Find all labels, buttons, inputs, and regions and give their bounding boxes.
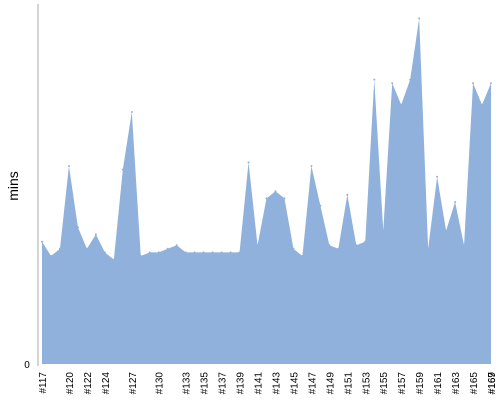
data-point	[436, 175, 439, 178]
data-point	[67, 165, 70, 167]
y-axis-title: mins	[5, 171, 21, 201]
x-tick-label: #157	[397, 372, 408, 395]
data-point	[481, 103, 484, 106]
x-tick-label: #117	[38, 372, 49, 394]
x-tick-label: #147	[307, 372, 318, 395]
data-point	[463, 244, 466, 247]
data-point	[364, 240, 367, 243]
x-tick-label: #155	[379, 372, 390, 395]
data-point	[490, 82, 492, 85]
x-tick-label: #133	[182, 372, 193, 395]
x-tick-label: #122	[83, 372, 94, 395]
x-tick-label: #151	[343, 372, 354, 395]
data-point	[202, 251, 205, 254]
data-point	[85, 247, 88, 250]
data-point	[58, 247, 61, 250]
x-tick-label: #135	[200, 372, 211, 395]
data-point	[427, 247, 430, 250]
data-point	[301, 255, 304, 257]
data-point	[130, 111, 133, 113]
data-point	[166, 247, 169, 250]
area-series-layer	[41, 17, 492, 365]
data-point	[94, 233, 97, 236]
data-point	[418, 17, 421, 20]
x-tick-label: #163	[451, 372, 462, 395]
data-point	[310, 165, 313, 167]
data-point	[382, 229, 385, 232]
data-point	[238, 251, 241, 254]
data-point	[454, 201, 457, 203]
x-tick-label: #137	[218, 372, 229, 395]
area-series	[42, 18, 491, 365]
data-point	[139, 255, 142, 257]
data-point	[409, 78, 412, 81]
data-point	[337, 247, 340, 250]
data-point	[148, 251, 151, 254]
data-point	[265, 197, 268, 200]
data-point	[328, 244, 331, 247]
data-point	[157, 251, 160, 254]
x-tick-labels: #117 #120 #122 #124 #127 #130 #133 #135 #137 #139…	[38, 372, 498, 395]
data-point	[445, 229, 448, 232]
data-point	[346, 193, 349, 196]
data-point	[256, 244, 259, 247]
data-point	[76, 226, 79, 229]
data-point	[103, 251, 106, 254]
data-point	[193, 251, 196, 254]
data-point	[355, 244, 358, 247]
x-tick-label: #159	[415, 372, 426, 395]
x-tick-label: #139	[236, 372, 247, 395]
x-tick-label: #167	[487, 372, 498, 395]
x-tick-label: #127	[128, 372, 139, 395]
data-point	[175, 244, 178, 247]
data-point	[112, 258, 115, 261]
data-point	[247, 161, 250, 164]
x-tick-label: #145	[289, 372, 300, 395]
x-tick-label: #149	[325, 372, 336, 395]
data-point	[220, 251, 223, 254]
y-tick-label: 0	[24, 360, 30, 371]
x-tick-label: #141	[254, 372, 265, 395]
data-point	[319, 204, 322, 207]
x-tick-label: #143	[271, 372, 282, 395]
x-tick-label: #165	[469, 372, 480, 395]
data-point	[211, 251, 214, 254]
data-point	[400, 103, 403, 106]
x-tick-label: #161	[433, 372, 444, 395]
data-point	[121, 168, 124, 171]
x-tick-label: #120	[65, 372, 76, 395]
x-tick-label: #130	[155, 372, 166, 395]
data-point	[283, 197, 286, 200]
data-point	[373, 78, 376, 81]
data-point	[229, 251, 232, 254]
data-point	[292, 247, 295, 250]
data-point	[274, 190, 277, 193]
data-point	[184, 251, 187, 254]
data-point	[472, 82, 475, 85]
data-point	[391, 82, 394, 85]
x-tick-label: #124	[101, 372, 112, 395]
x-tick-label: #169	[487, 372, 498, 395]
data-point	[41, 240, 43, 243]
x-tick-label: #153	[361, 372, 372, 395]
data-point	[49, 255, 52, 257]
